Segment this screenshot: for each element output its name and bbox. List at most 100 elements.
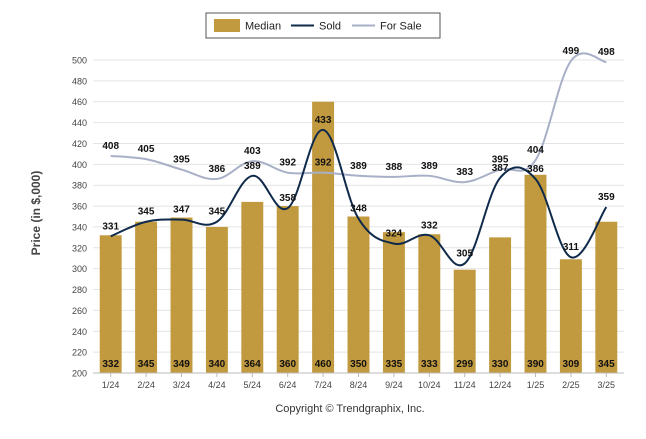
bar-median bbox=[276, 206, 299, 373]
y-tick-label: 360 bbox=[72, 202, 87, 212]
y-axis-label: Price (in $,000) bbox=[29, 171, 43, 256]
for-sale-value-label: 408 bbox=[102, 141, 119, 152]
sold-value-label: 387 bbox=[492, 163, 509, 174]
x-tick-label: 11/24 bbox=[454, 380, 476, 390]
sold-value-label: 359 bbox=[598, 192, 615, 203]
x-tick-label: 7/24 bbox=[314, 380, 332, 390]
y-tick-label: 220 bbox=[72, 348, 87, 358]
for-sale-value-label: 392 bbox=[279, 158, 296, 169]
x-tick-label: 3/25 bbox=[598, 380, 616, 390]
x-tick-label: 10/24 bbox=[418, 380, 441, 390]
legend-swatch-median bbox=[214, 19, 240, 32]
y-tick-label: 480 bbox=[72, 76, 87, 86]
x-tick-label: 1/25 bbox=[527, 380, 545, 390]
y-tick-label: 440 bbox=[72, 118, 87, 128]
for-sale-value-label: 403 bbox=[244, 146, 261, 157]
bar-value-label: 350 bbox=[350, 359, 367, 370]
y-tick-label: 420 bbox=[72, 139, 87, 149]
legend-label-for-sale: For Sale bbox=[380, 21, 422, 33]
legend-label-sold: Sold bbox=[319, 21, 341, 33]
bar-median bbox=[524, 174, 547, 373]
for-sale-value-label: 383 bbox=[456, 167, 473, 178]
y-tick-label: 320 bbox=[72, 243, 87, 253]
sold-value-label: 347 bbox=[173, 205, 190, 216]
x-tick-label: 2/25 bbox=[562, 380, 580, 390]
bar-median bbox=[170, 217, 193, 373]
bar-median bbox=[99, 235, 122, 373]
sold-value-label: 324 bbox=[386, 229, 403, 240]
bar-median bbox=[453, 269, 476, 373]
x-tick-label: 1/24 bbox=[102, 380, 120, 390]
y-tick-label: 280 bbox=[72, 285, 87, 295]
for-sale-value-label: 498 bbox=[598, 47, 615, 58]
for-sale-value-label: 388 bbox=[386, 162, 403, 173]
for-sale-value-label: 386 bbox=[209, 164, 226, 175]
y-tick-label: 240 bbox=[72, 327, 87, 337]
sold-value-label: 305 bbox=[456, 248, 473, 259]
for-sale-value-label: 392 bbox=[315, 158, 332, 169]
y-tick-label: 200 bbox=[72, 369, 87, 379]
bar-value-label: 345 bbox=[598, 359, 615, 370]
for-sale-value-label: 389 bbox=[350, 161, 367, 172]
sold-value-label: 348 bbox=[350, 204, 367, 215]
y-tick-label: 340 bbox=[72, 222, 87, 232]
legend-box bbox=[205, 12, 441, 39]
x-tick-label: 6/24 bbox=[279, 380, 297, 390]
y-tick-label: 400 bbox=[72, 160, 87, 170]
legend: Median Sold For Sale bbox=[205, 12, 441, 39]
x-tick-label: 12/24 bbox=[489, 380, 512, 390]
sold-value-label: 311 bbox=[563, 242, 580, 253]
bar-median bbox=[347, 216, 370, 373]
bar-value-label: 390 bbox=[527, 359, 544, 370]
x-tick-label: 4/24 bbox=[208, 380, 226, 390]
sold-value-label: 345 bbox=[209, 207, 226, 218]
sold-value-label: 386 bbox=[527, 164, 544, 175]
bar-value-label: 299 bbox=[456, 359, 473, 370]
bar-value-label: 332 bbox=[102, 359, 119, 370]
line-layer bbox=[110, 52, 608, 267]
bar-median bbox=[595, 221, 618, 373]
bar-value-label: 349 bbox=[173, 359, 190, 370]
bar-median bbox=[559, 259, 582, 373]
axis-layer: 200 220 240 260 280 300 320 340 360 380 400 420 440 4… bbox=[72, 56, 624, 390]
copyright-footer: Copyright © Trendgraphix, Inc. bbox=[275, 403, 424, 415]
line-for-sale bbox=[110, 52, 607, 184]
y-tick-label: 260 bbox=[72, 306, 87, 316]
x-tick-label: 8/24 bbox=[350, 380, 368, 390]
sold-value-label: 332 bbox=[421, 220, 438, 231]
for-sale-value-label: 395 bbox=[492, 155, 509, 166]
sold-value-label: 331 bbox=[102, 221, 119, 232]
sold-value-label: 358 bbox=[279, 193, 296, 204]
bar-layer bbox=[99, 101, 618, 373]
y-tick-label: 500 bbox=[72, 56, 87, 66]
sold-value-label: 345 bbox=[138, 207, 155, 218]
bar-median bbox=[205, 226, 228, 373]
bar-median bbox=[418, 234, 441, 373]
label-layer: 332 345 349 340 364 360 460 350 335 333 299 330 390 3… bbox=[102, 46, 615, 370]
for-sale-value-label: 405 bbox=[138, 144, 155, 155]
bar-value-label: 330 bbox=[492, 359, 509, 370]
sold-value-label: 433 bbox=[315, 115, 332, 126]
bar-median bbox=[241, 201, 264, 373]
bar-value-label: 460 bbox=[315, 359, 332, 370]
line-sold bbox=[110, 128, 608, 267]
bar-value-label: 309 bbox=[563, 359, 580, 370]
bar-median bbox=[312, 101, 335, 373]
for-sale-value-label: 395 bbox=[173, 155, 190, 166]
x-tick-label: 2/24 bbox=[137, 380, 155, 390]
bar-median bbox=[135, 221, 158, 373]
y-tick-label: 380 bbox=[72, 181, 87, 191]
y-tick-label: 460 bbox=[72, 97, 87, 107]
bar-value-label: 333 bbox=[421, 359, 438, 370]
for-sale-value-label: 499 bbox=[563, 46, 580, 57]
bar-value-label: 345 bbox=[138, 359, 155, 370]
x-tick-label: 5/24 bbox=[244, 380, 262, 390]
legend-label-median: Median bbox=[245, 21, 281, 33]
bar-value-label: 340 bbox=[209, 359, 226, 370]
sold-value-label: 389 bbox=[244, 161, 261, 172]
bar-median bbox=[382, 232, 405, 373]
bar-median bbox=[489, 237, 512, 373]
for-sale-value-label: 389 bbox=[421, 161, 438, 172]
